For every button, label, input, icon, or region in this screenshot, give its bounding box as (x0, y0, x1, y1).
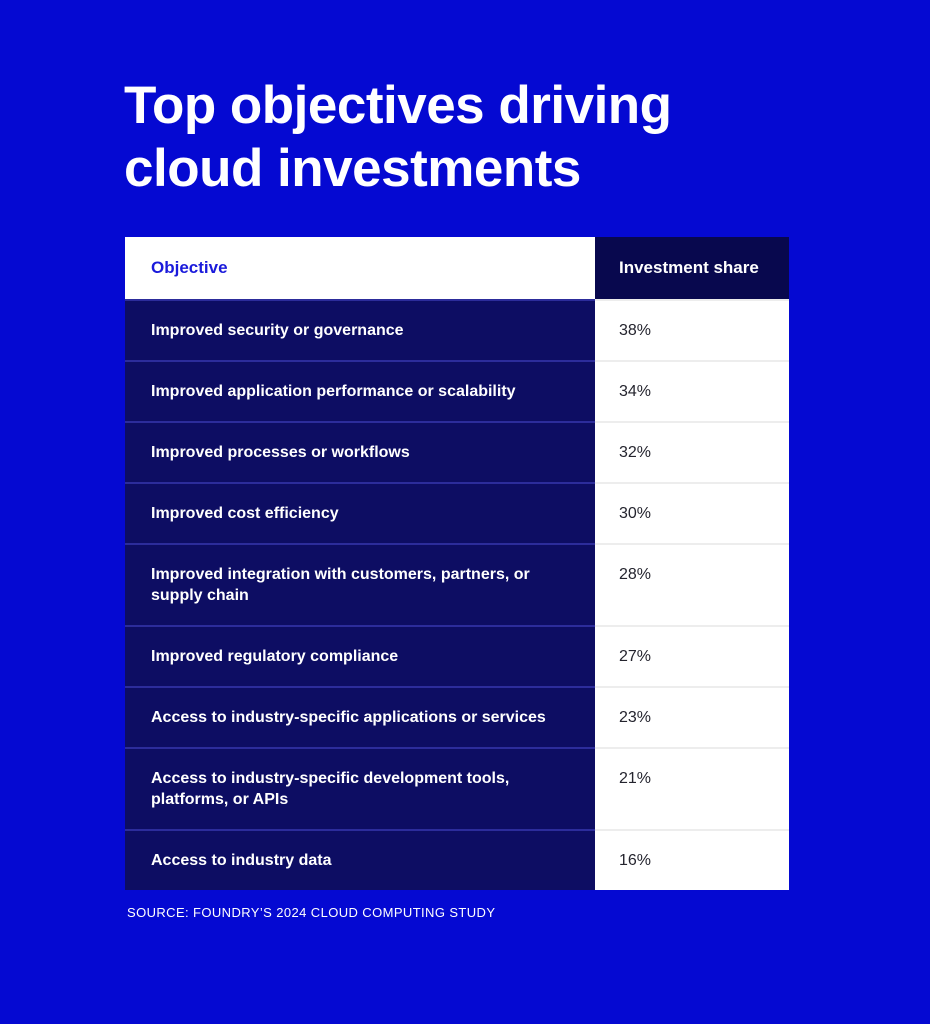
source-note: SOURCE: FOUNDRY’S 2024 CLOUD COMPUTING S… (127, 905, 496, 920)
objective-cell: Improved integration with customers, par… (125, 543, 595, 625)
table-row: Improved security or governance 38% (125, 299, 789, 360)
header-share-cell: Investment share (595, 237, 789, 299)
table-body: Improved security or governance 38% Improv… (125, 299, 789, 890)
share-cell: 27% (595, 625, 789, 686)
share-cell: 21% (595, 747, 789, 829)
table-row: Access to industry data 16% (125, 829, 789, 890)
table-row: Improved processes or workflows 32% (125, 421, 789, 482)
page-title-line2: cloud investments (124, 139, 581, 198)
objective-cell: Improved processes or workflows (125, 421, 595, 482)
objective-cell: Improved application performance or scal… (125, 360, 595, 421)
table-row: Access to industry-specific development … (125, 747, 789, 829)
page-title-line1: Top objectives driving (124, 76, 672, 135)
share-cell: 23% (595, 686, 789, 747)
objective-cell: Improved cost efficiency (125, 482, 595, 543)
objective-cell: Access to industry-specific development … (125, 747, 595, 829)
share-cell: 34% (595, 360, 789, 421)
page-title: Top objectives driving cloud investments (124, 74, 672, 200)
share-cell: 32% (595, 421, 789, 482)
table-row: Improved cost efficiency 30% (125, 482, 789, 543)
objective-cell: Access to industry data (125, 829, 595, 890)
table-header-row: Objective Investment share (125, 237, 789, 299)
share-cell: 38% (595, 299, 789, 360)
share-cell: 16% (595, 829, 789, 890)
table-row: Improved integration with customers, par… (125, 543, 789, 625)
table-row: Improved regulatory compliance 27% (125, 625, 789, 686)
table-row: Access to industry-specific applications… (125, 686, 789, 747)
objective-cell: Improved security or governance (125, 299, 595, 360)
objective-cell: Access to industry-specific applications… (125, 686, 595, 747)
header-objective-cell: Objective (125, 237, 595, 299)
table-row: Improved application performance or scal… (125, 360, 789, 421)
share-cell: 28% (595, 543, 789, 625)
objectives-table: Objective Investment share Improved secu… (125, 237, 789, 890)
share-cell: 30% (595, 482, 789, 543)
objective-cell: Improved regulatory compliance (125, 625, 595, 686)
